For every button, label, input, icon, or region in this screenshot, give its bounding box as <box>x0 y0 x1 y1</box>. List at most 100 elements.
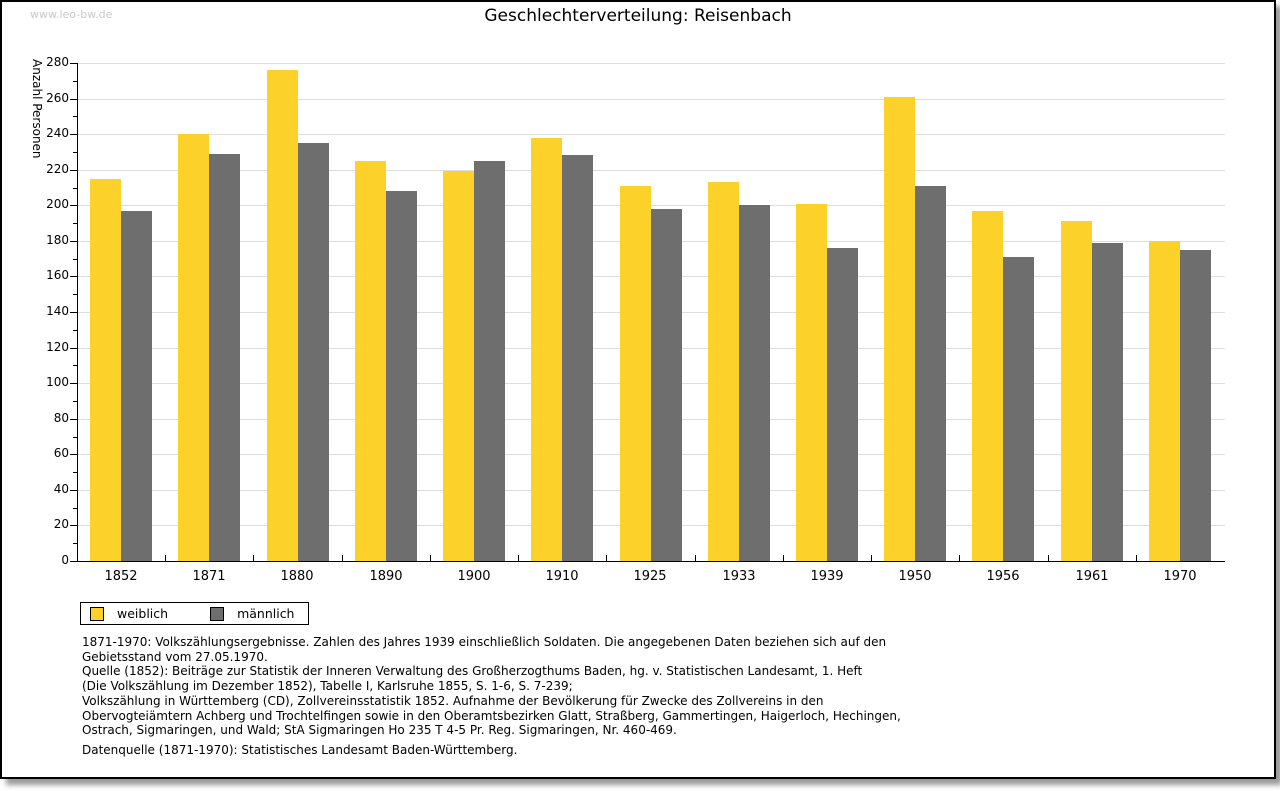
bar-männlich-1950 <box>915 186 946 561</box>
x-tick-label-1956: 1956 <box>986 569 1020 584</box>
y-tick-label-220: 220 <box>46 162 69 176</box>
y-tick-260 <box>70 99 77 100</box>
y-tick-220 <box>70 170 77 171</box>
y-tick-270 <box>73 81 77 82</box>
bar-weiblich-1890 <box>355 161 386 561</box>
gridline-240 <box>78 134 1225 135</box>
y-tick-70 <box>73 437 77 438</box>
y-tick-label-80: 80 <box>53 411 69 425</box>
y-tick-90 <box>73 401 77 402</box>
bar-weiblich-1933 <box>708 182 739 561</box>
x-tick-6 <box>606 555 607 561</box>
y-tick-80 <box>70 419 77 420</box>
bar-männlich-1970 <box>1180 250 1211 561</box>
y-tick-label-100: 100 <box>46 375 69 389</box>
y-tick-160 <box>70 276 77 277</box>
data-source-line: Datenquelle (1871-1970): Statistisches L… <box>82 743 518 757</box>
bar-weiblich-1852 <box>90 179 121 561</box>
y-tick-250 <box>73 116 77 117</box>
x-tick-label-1970: 1970 <box>1163 569 1197 584</box>
bar-männlich-1939 <box>827 248 858 561</box>
bar-männlich-1871 <box>209 154 240 561</box>
gridline-220 <box>78 170 1225 171</box>
x-tick-2 <box>253 555 254 561</box>
y-tick-label-180: 180 <box>46 233 69 247</box>
bar-männlich-1925 <box>651 209 682 561</box>
bar-weiblich-1925 <box>620 186 651 561</box>
x-tick-label-1910: 1910 <box>545 569 579 584</box>
y-tick-label-60: 60 <box>53 446 69 460</box>
y-tick-100 <box>70 383 77 384</box>
legend-swatch-weiblich <box>90 606 104 621</box>
bar-männlich-1880 <box>298 143 329 561</box>
y-tick-280 <box>70 63 77 64</box>
gridline-200 <box>78 205 1225 206</box>
y-tick-label-140: 140 <box>46 304 69 318</box>
footnote-line-5: Volkszählung in Württemberg (CD), Zollve… <box>82 693 824 708</box>
x-tick-label-1890: 1890 <box>369 569 403 584</box>
y-tick-170 <box>73 259 77 260</box>
bar-männlich-1910 <box>562 155 593 561</box>
y-tick-60 <box>70 454 77 455</box>
x-tick-label-1900: 1900 <box>457 569 491 584</box>
bar-weiblich-1956 <box>972 211 1003 561</box>
chart-title: Geschlechterverteilung: Reisenbach <box>484 6 792 26</box>
footnote-line-4: (Die Volkszählung im Dezember 1852), Tab… <box>82 679 573 694</box>
y-tick-label-120: 120 <box>46 340 69 354</box>
bar-männlich-1961 <box>1092 243 1123 561</box>
x-tick-11 <box>1048 555 1049 561</box>
legend-item-weiblich: weiblich <box>90 606 168 621</box>
legend: weiblich männlich <box>80 602 310 625</box>
bar-weiblich-1871 <box>178 134 209 561</box>
y-tick-0 <box>70 561 77 562</box>
y-tick-200 <box>70 205 77 206</box>
bar-männlich-1933 <box>739 205 770 561</box>
bar-männlich-1956 <box>1003 257 1034 561</box>
y-tick-140 <box>70 312 77 313</box>
footnote-block: 1871-1970: Volkszählungsergebnisse. Zahl… <box>82 635 901 738</box>
y-tick-label-280: 280 <box>46 55 69 69</box>
y-tick-40 <box>70 490 77 491</box>
y-tick-label-40: 40 <box>53 482 69 496</box>
x-tick-5 <box>518 555 519 561</box>
gridline-260 <box>78 99 1225 100</box>
y-tick-230 <box>73 152 77 153</box>
x-tick-10 <box>959 555 960 561</box>
y-tick-190 <box>73 223 77 224</box>
x-tick-8 <box>783 555 784 561</box>
y-tick-50 <box>73 472 77 473</box>
y-tick-130 <box>73 330 77 331</box>
x-tick-label-1925: 1925 <box>633 569 667 584</box>
bar-männlich-1890 <box>386 191 417 561</box>
x-tick-label-1871: 1871 <box>192 569 226 584</box>
x-tick-label-1852: 1852 <box>104 569 138 584</box>
bar-weiblich-1900 <box>443 171 474 561</box>
legend-item-männlich: männlich <box>210 606 294 621</box>
y-tick-110 <box>73 365 77 366</box>
legend-swatch-männlich <box>210 606 225 621</box>
y-tick-label-0: 0 <box>61 553 69 567</box>
bar-weiblich-1939 <box>796 204 827 561</box>
y-tick-180 <box>70 241 77 242</box>
x-tick-7 <box>695 555 696 561</box>
y-tick-240 <box>70 134 77 135</box>
y-tick-210 <box>73 188 77 189</box>
legend-label-weiblich: weiblich <box>117 606 169 621</box>
y-tick-150 <box>73 294 77 295</box>
x-tick-3 <box>342 555 343 561</box>
footnote-line-2: Gebietsstand vom 27.05.1970. <box>82 649 268 664</box>
bar-männlich-1852 <box>121 211 152 561</box>
y-tick-label-240: 240 <box>46 126 69 140</box>
x-tick-label-1933: 1933 <box>722 569 756 584</box>
y-tick-30 <box>73 508 77 509</box>
bar-männlich-1900 <box>474 161 505 561</box>
y-axis-title: Anzahl Personen <box>30 59 44 159</box>
y-tick-label-200: 200 <box>46 197 69 211</box>
bar-weiblich-1950 <box>884 97 915 561</box>
y-tick-label-260: 260 <box>46 91 69 105</box>
watermark: www.leo-bw.de <box>30 8 113 21</box>
plot-area <box>77 63 1225 562</box>
footnote-line-3: Quelle (1852): Beiträge zur Statistik de… <box>82 664 863 679</box>
legend-label-männlich: männlich <box>237 606 295 621</box>
